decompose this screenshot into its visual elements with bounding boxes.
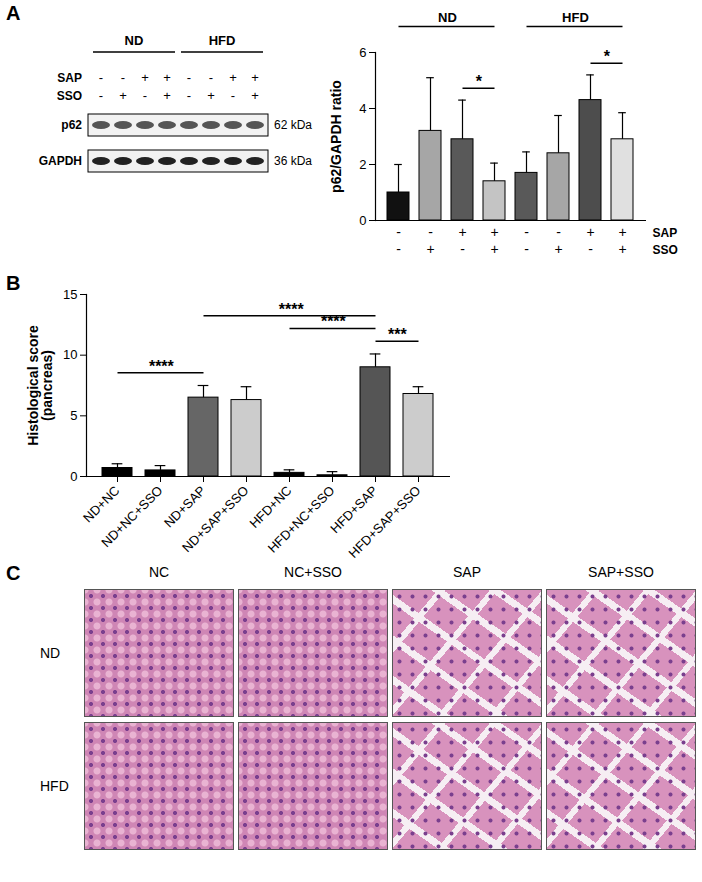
svg-text:ND: ND [125,33,144,48]
svg-text:10: 10 [63,347,77,362]
svg-text:-: - [99,70,103,85]
svg-text:-: - [588,241,593,257]
svg-text:36 kDa: 36 kDa [274,154,312,168]
svg-text:0: 0 [70,469,77,484]
html-text:ND: ND [40,645,61,661]
svg-text:ND+SAP+SSO: ND+SAP+SSO [179,483,251,555]
svg-text:+: + [618,224,626,240]
svg-text:*: * [476,73,483,90]
svg-text:ND+NC: ND+NC [80,483,123,526]
html-text:C: C [6,562,21,584]
svg-text:-: - [187,70,191,85]
svg-text:+: + [163,70,171,85]
svg-text:-: - [524,224,529,240]
svg-text:62 kDa: 62 kDa [274,118,312,132]
svg-text:-: - [209,70,213,85]
svg-text:-: - [428,224,433,240]
svg-text:+: + [458,224,466,240]
svg-text:****: **** [279,301,305,318]
svg-text:p62: p62 [61,118,82,132]
svg-text:SAP: SAP [653,226,678,240]
svg-text:-: - [187,88,191,103]
svg-text:-: - [460,241,465,257]
svg-text:-: - [524,241,529,257]
svg-text:+: + [163,88,171,103]
html-text:NC+SSO: NC+SSO [284,564,342,580]
svg-text:SSO: SSO [653,243,678,257]
svg-text:4: 4 [359,101,366,116]
svg-text:0: 0 [359,213,366,228]
svg-text:SAP: SAP [57,71,82,85]
svg-text:+: + [119,88,127,103]
svg-text:SSO: SSO [57,89,82,103]
svg-text:-: - [99,88,103,103]
html-text:SAP: SAP [453,564,481,580]
svg-text:HFD: HFD [209,33,236,48]
svg-text:p62/GAPDH ratio: p62/GAPDH ratio [328,80,344,193]
svg-text:HFD+SAP+SSO: HFD+SAP+SSO [346,483,424,560]
svg-text:+: + [141,70,149,85]
svg-text:+: + [251,88,259,103]
svg-text:*: * [604,48,611,65]
svg-text:-: - [396,224,401,240]
svg-text:ND+NC+SSO: ND+NC+SSO [98,483,165,550]
html-text:SAP+SSO: SAP+SSO [588,564,654,580]
svg-text:+: + [426,241,434,257]
html-text:HFD: HFD [40,778,69,794]
svg-text:+: + [251,70,259,85]
html-text:A: A [6,2,21,24]
svg-text:-: - [121,70,125,85]
svg-text:+: + [554,241,562,257]
svg-text:+: + [618,241,626,257]
svg-text:GAPDH: GAPDH [39,154,82,168]
svg-text:HFD: HFD [562,10,589,25]
svg-text:+: + [490,241,498,257]
svg-text:15: 15 [63,287,77,302]
svg-text:HFD+NC+SSO: HFD+NC+SSO [265,483,338,556]
svg-text:****: **** [321,313,347,330]
svg-text:6: 6 [359,45,366,60]
svg-text:-: - [556,224,561,240]
html-text:NC: NC [148,564,170,580]
svg-text:***: *** [388,326,407,343]
svg-text:-: - [231,88,235,103]
svg-text:+: + [490,224,498,240]
svg-text:+: + [586,224,594,240]
svg-text:-: - [396,241,401,257]
svg-text:+: + [229,70,237,85]
svg-text:5: 5 [70,408,77,423]
svg-text:ND: ND [438,10,457,25]
html-text:B: B [6,272,21,294]
svg-text:Histological score(pancreas): Histological score(pancreas) [25,325,55,446]
svg-text:****: **** [149,358,175,375]
svg-text:+: + [207,88,215,103]
svg-text:-: - [143,88,147,103]
svg-text:2: 2 [359,157,366,172]
